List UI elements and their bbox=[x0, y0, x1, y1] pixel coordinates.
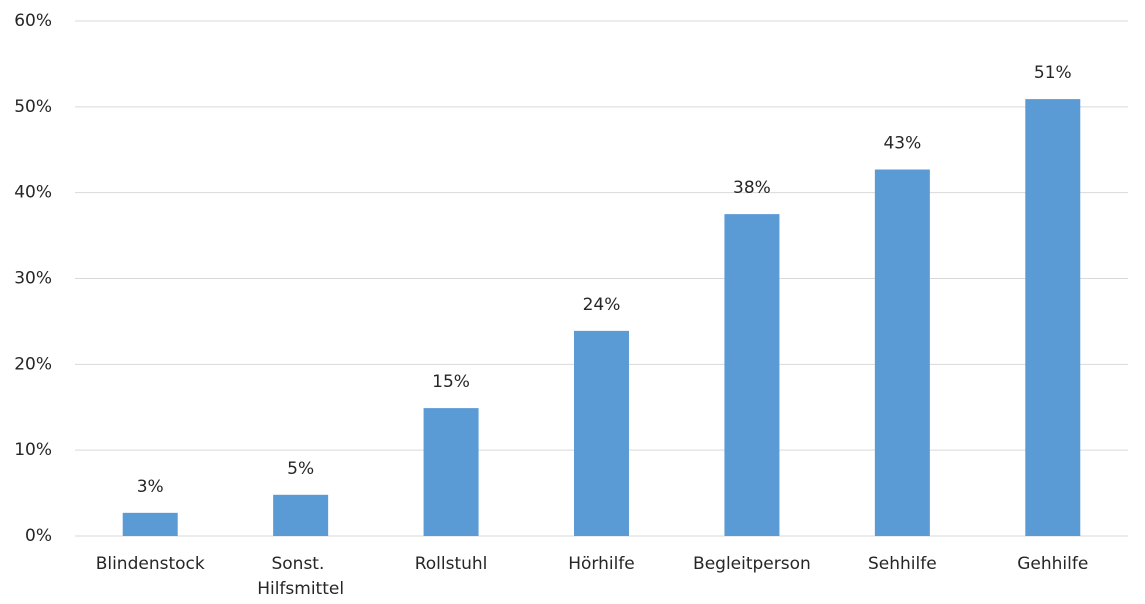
bar bbox=[1025, 99, 1081, 536]
x-tick-label: Rollstuhl bbox=[415, 554, 488, 574]
x-tick-label: Gehhilfe bbox=[1017, 554, 1088, 574]
x-tick-label: Sehhilfe bbox=[868, 554, 937, 574]
y-tick-label: 10% bbox=[14, 440, 52, 460]
bar bbox=[423, 408, 479, 536]
bar bbox=[574, 330, 629, 536]
bar bbox=[724, 214, 780, 536]
data-label: 5% bbox=[287, 459, 314, 479]
x-tick-label: Sonst. Hilfsmittel bbox=[257, 554, 344, 599]
y-tick-label: 0% bbox=[25, 526, 52, 546]
x-tick-label: Begleitperson bbox=[693, 554, 811, 574]
x-tick-label: Hörhilfe bbox=[568, 554, 635, 574]
y-tick-label: 60% bbox=[14, 11, 52, 31]
data-label: 43% bbox=[883, 133, 921, 153]
y-tick-label: 20% bbox=[14, 354, 52, 374]
y-tick-label: 30% bbox=[14, 269, 52, 289]
data-label: 15% bbox=[432, 372, 470, 392]
bar bbox=[122, 512, 178, 536]
bar bbox=[273, 494, 329, 536]
y-tick-label: 40% bbox=[14, 183, 52, 203]
data-label: 38% bbox=[733, 178, 771, 198]
data-label: 3% bbox=[137, 477, 164, 497]
data-label: 24% bbox=[583, 295, 621, 315]
x-tick-label: Blindenstock bbox=[96, 554, 205, 574]
data-label: 51% bbox=[1034, 63, 1072, 83]
bar bbox=[874, 169, 930, 536]
y-tick-label: 50% bbox=[14, 97, 52, 117]
